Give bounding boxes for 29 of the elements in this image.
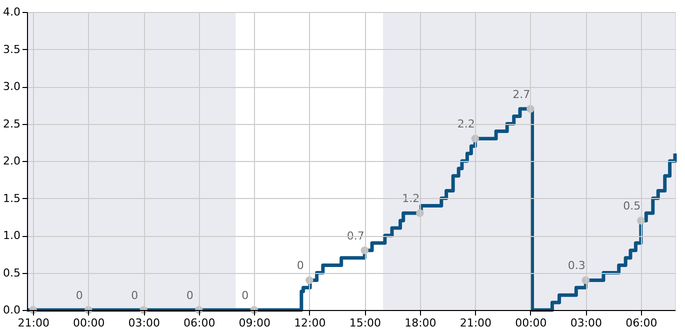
x-tick-label: 00:00	[73, 316, 105, 330]
x-tick-label: 03:00	[570, 316, 602, 330]
y-tick-label: 0.5	[3, 266, 20, 280]
annotation: 2.7	[512, 88, 530, 101]
x-tick-label: 18:00	[404, 316, 436, 330]
x-tick-label: 06:00	[184, 316, 216, 330]
annotation: 0	[242, 289, 249, 302]
y-tick-label: 0.0	[3, 304, 20, 316]
x-tick-label: 09:00	[238, 316, 271, 330]
y-tick-label: 1.0	[3, 229, 20, 242]
annotation: 0.3	[568, 259, 586, 272]
y-tick-label: 4.0	[3, 6, 20, 18]
x-tick-label: 12:00	[294, 316, 326, 330]
annotation: 0	[76, 289, 83, 302]
x-tick-label: 03:00	[128, 316, 160, 330]
annotation: 0	[296, 259, 304, 272]
annotation: 0.5	[623, 200, 641, 213]
y-tick-label: 2.0	[3, 154, 20, 168]
x-tick-label: 21:00	[18, 316, 50, 330]
x-tick-label: 00:00	[515, 316, 547, 330]
y-tick-label: 1.5	[3, 192, 20, 205]
y-tick-label: 3.0	[3, 80, 20, 93]
annotation: 0	[186, 289, 194, 302]
x-tick-label: 06:00	[626, 316, 658, 330]
x-tick-label: 15:00	[349, 316, 382, 330]
x-tick-label: 21:00	[460, 316, 492, 330]
y-tick-label: 3.5	[3, 42, 20, 56]
annotation: 0	[131, 289, 138, 302]
y-tick-label: 2.5	[3, 117, 20, 130]
